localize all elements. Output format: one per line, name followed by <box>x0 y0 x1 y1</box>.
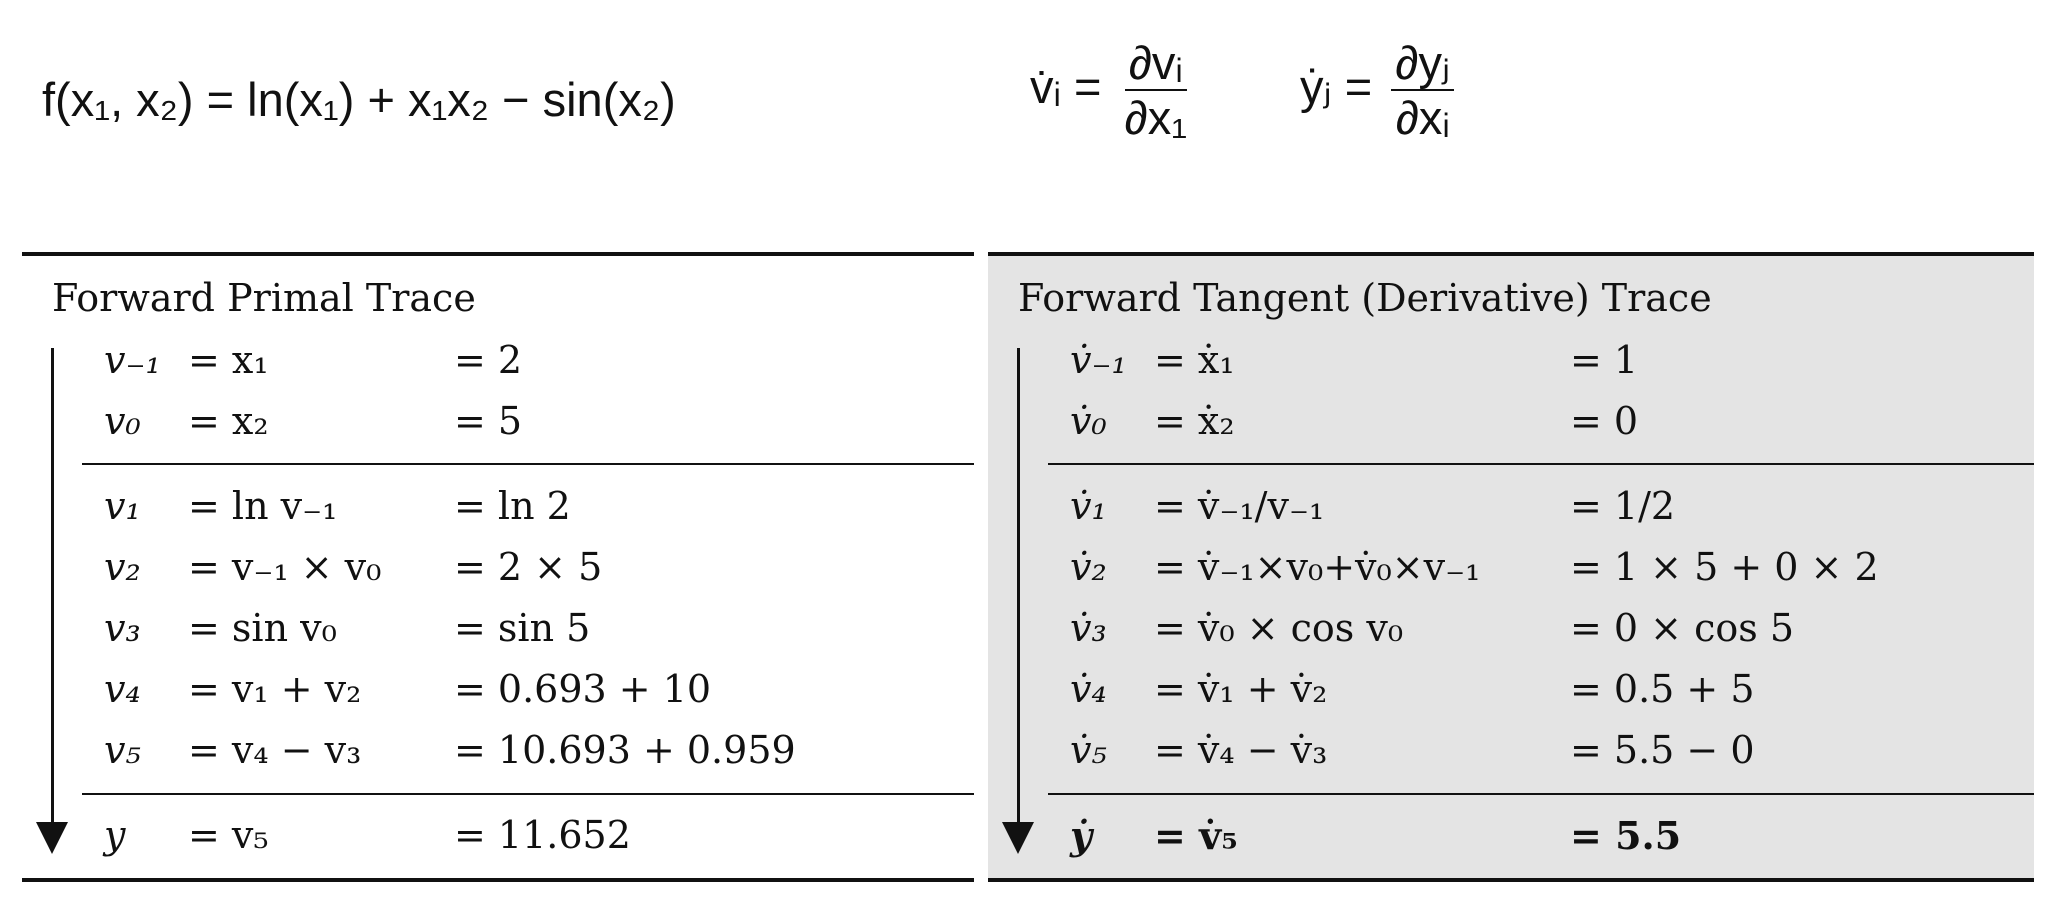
row-expression: = v̇₅ <box>1154 813 1238 858</box>
row-value: = 11.652 <box>454 813 631 857</box>
ydot-lhs: ẏⱼ = <box>1300 59 1373 113</box>
arrow-head-icon <box>36 822 68 854</box>
row-expression: = v₄ − v₃ <box>188 728 362 772</box>
row-value: = 0 × cos 5 <box>1570 606 1795 650</box>
table-top-rule <box>22 252 974 256</box>
primal-trace-table: Forward Primal Trace v₋₁ = x₁ = 2 v₀ = x… <box>22 252 974 882</box>
row-variable: ẏ <box>1070 813 1093 858</box>
row-value: = 0.693 + 10 <box>454 667 712 711</box>
row-expression: = x₁ <box>188 338 269 382</box>
row-variable: v̇₂ <box>1070 545 1107 589</box>
tangent-trace-title: Forward Tangent (Derivative) Trace <box>1018 276 1712 320</box>
down-arrow-icon <box>51 348 54 838</box>
vdot-lhs: v̇ᵢ = <box>1030 59 1102 113</box>
function-definition: f(x₁, x₂) = ln(x₁) + x₁x₂ − sin(x₂) <box>42 72 676 127</box>
row-variable: v̇₁ <box>1070 484 1107 528</box>
table-bottom-rule <box>988 878 2034 882</box>
row-variable: v₀ <box>104 399 141 443</box>
section-divider <box>82 793 974 795</box>
section-divider <box>1048 793 2034 795</box>
row-variable: v₃ <box>104 606 141 650</box>
ydot-denominator: ∂xᵢ <box>1395 91 1450 145</box>
row-value: = ln 2 <box>454 484 571 528</box>
row-expression: = v̇₀ × cos v₀ <box>1154 606 1404 650</box>
table-bottom-rule <box>22 878 974 882</box>
row-expression: = v₋₁ × v₀ <box>188 545 382 589</box>
tangent-trace-table: Forward Tangent (Derivative) Trace v̇₋₁ … <box>988 252 2034 882</box>
row-value: = sin 5 <box>454 606 591 650</box>
row-value: = 1 <box>1570 338 1639 382</box>
row-variable: v₋₁ <box>104 338 161 382</box>
row-value: = 1 × 5 + 0 × 2 <box>1570 545 1879 589</box>
section-divider <box>82 463 974 465</box>
row-variable: v̇₃ <box>1070 606 1107 650</box>
row-value: = 2 × 5 <box>454 545 603 589</box>
row-variable: v₅ <box>104 728 141 772</box>
ydot-numerator: ∂yⱼ <box>1391 38 1455 92</box>
ydot-fraction: ∂yⱼ ∂xᵢ <box>1391 38 1455 145</box>
row-value: = 5.5 <box>1570 813 1682 858</box>
row-expression: = sin v₀ <box>188 606 337 650</box>
row-expression: = ln v₋₁ <box>188 484 338 528</box>
row-expression: = x₂ <box>188 399 269 443</box>
row-variable: y <box>104 813 126 857</box>
row-expression: = v₁ + v₂ <box>188 667 362 711</box>
function-formula-text: f(x₁, x₂) = ln(x₁) + x₁x₂ − sin(x₂) <box>42 73 676 126</box>
row-expression: = v̇₄ − v̇₃ <box>1154 728 1328 772</box>
row-expression: = ẋ₂ <box>1154 399 1235 443</box>
row-value: = 10.693 + 0.959 <box>454 728 796 772</box>
row-value: = 5 <box>454 399 523 443</box>
row-expression: = v₅ <box>188 813 269 857</box>
down-arrow-icon <box>1017 348 1020 838</box>
row-variable: v₁ <box>104 484 141 528</box>
row-value: = 2 <box>454 338 523 382</box>
row-variable: v₂ <box>104 545 141 589</box>
ydot-definition: ẏⱼ = ∂yⱼ ∂xᵢ <box>1300 38 1460 143</box>
row-value: = 1/2 <box>1570 484 1676 528</box>
row-expression: = v̇₋₁×v₀+v̇₀×v₋₁ <box>1154 545 1481 589</box>
row-variable: v₄ <box>104 667 141 711</box>
row-variable: v̇₀ <box>1070 399 1107 443</box>
row-value: = 0.5 + 5 <box>1570 667 1755 711</box>
row-value: = 5.5 − 0 <box>1570 728 1755 772</box>
row-variable: v̇₄ <box>1070 667 1107 711</box>
row-value: = 0 <box>1570 399 1639 443</box>
section-divider <box>1048 463 2034 465</box>
table-top-rule <box>988 252 2034 256</box>
vdot-denominator: ∂x₁ <box>1124 91 1188 145</box>
row-expression: = ẋ₁ <box>1154 338 1235 382</box>
primal-trace-title: Forward Primal Trace <box>52 276 476 320</box>
row-expression: = v̇₋₁/v₋₁ <box>1154 484 1325 528</box>
row-variable: v̇₋₁ <box>1070 338 1127 382</box>
row-expression: = v̇₁ + v̇₂ <box>1154 667 1328 711</box>
row-variable: v̇₅ <box>1070 728 1107 772</box>
arrow-head-icon <box>1002 822 1034 854</box>
vdot-definition: v̇ᵢ = ∂vᵢ ∂x₁ <box>1030 38 1197 143</box>
vdot-numerator: ∂vᵢ <box>1124 38 1187 92</box>
vdot-fraction: ∂vᵢ ∂x₁ <box>1120 38 1191 143</box>
